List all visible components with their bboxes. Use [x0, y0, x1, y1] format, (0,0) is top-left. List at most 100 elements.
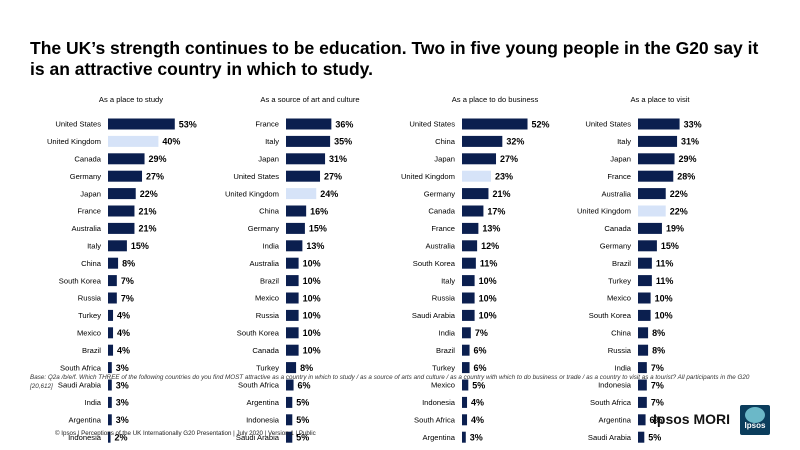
category-label: Russia: [78, 294, 102, 303]
page-title: The UK’s strength continues to be educat…: [30, 38, 759, 79]
value-label: 10%: [303, 276, 321, 286]
bar: [286, 170, 321, 182]
bar: [108, 205, 135, 217]
value-label: 4%: [117, 328, 130, 338]
category-label: Germany: [600, 242, 631, 251]
value-label: 10%: [479, 276, 497, 286]
bar-highlight: [462, 170, 491, 182]
value-label: 35%: [334, 137, 352, 147]
value-label: 27%: [146, 172, 164, 182]
value-label: 29%: [149, 154, 167, 164]
category-label: South Africa: [590, 398, 632, 407]
category-label: Australia: [71, 224, 101, 233]
panel-title: As a place to visit: [630, 95, 690, 104]
bar-highlight: [286, 188, 317, 200]
category-label: Mexico: [255, 294, 279, 303]
value-label: 10%: [303, 259, 321, 269]
value-label: 10%: [655, 311, 673, 321]
bar: [108, 309, 114, 321]
category-label: United Kingdom: [577, 207, 631, 216]
value-label: 29%: [679, 154, 697, 164]
value-label: 22%: [670, 206, 688, 216]
value-label: 3%: [470, 433, 483, 443]
value-label: 53%: [179, 119, 197, 129]
bar: [638, 309, 651, 321]
bar: [638, 135, 678, 147]
bar: [286, 362, 297, 374]
category-label: Indonesia: [68, 433, 102, 442]
category-label: Russia: [256, 311, 280, 320]
category-label: Mexico: [431, 381, 455, 390]
value-label: 4%: [471, 415, 484, 425]
category-label: South Africa: [238, 381, 280, 390]
category-label: Brazil: [260, 276, 279, 285]
category-label: Germany: [248, 224, 279, 233]
value-label: 6%: [650, 415, 663, 425]
value-label: 10%: [655, 293, 673, 303]
bar: [286, 396, 293, 408]
bar: [462, 379, 469, 391]
bar: [462, 118, 528, 130]
category-label: Russia: [608, 346, 632, 355]
bar: [286, 431, 293, 443]
category-label: Argentina: [422, 433, 455, 442]
bar: [638, 414, 646, 426]
category-label: Italy: [617, 137, 631, 146]
bar: [638, 327, 649, 339]
panel-title: As a source of art and culture: [260, 95, 359, 104]
bar: [108, 431, 111, 443]
category-label: Japan: [434, 155, 455, 164]
bar: [638, 396, 647, 408]
category-label: United Kingdom: [401, 172, 455, 181]
bar: [462, 344, 470, 356]
bar: [638, 153, 675, 165]
bar: [286, 327, 299, 339]
category-label: Canada: [74, 155, 101, 164]
value-label: 11%: [656, 276, 674, 286]
category-label: Australia: [425, 242, 455, 251]
category-label: Saudi Arabia: [412, 311, 456, 320]
value-label: 13%: [306, 241, 324, 251]
bar: [462, 240, 478, 252]
category-label: South Korea: [589, 311, 632, 320]
category-label: Turkey: [78, 311, 101, 320]
value-label: 32%: [506, 137, 524, 147]
bar: [462, 222, 479, 234]
bar: [462, 153, 497, 165]
category-label: Indonesia: [598, 381, 632, 390]
value-label: 10%: [479, 293, 497, 303]
bar: [462, 431, 466, 443]
bar: [286, 379, 294, 391]
bar: [638, 188, 666, 200]
bar: [638, 118, 680, 130]
bar: [638, 240, 657, 252]
category-label: China: [435, 137, 456, 146]
value-label: 22%: [670, 189, 688, 199]
category-label: Canada: [428, 207, 455, 216]
bar: [108, 153, 145, 165]
value-label: 23%: [495, 172, 513, 182]
value-label: 11%: [480, 259, 498, 269]
bar: [108, 240, 127, 252]
category-label: Germany: [70, 172, 101, 181]
value-label: 27%: [500, 154, 518, 164]
category-label: United States: [55, 120, 101, 129]
value-label: 7%: [475, 328, 488, 338]
bar: [462, 362, 470, 374]
category-label: Australia: [601, 189, 631, 198]
category-label: France: [431, 224, 455, 233]
bar: [462, 309, 475, 321]
bar: [286, 292, 299, 304]
bar: [108, 188, 136, 200]
bar-highlight: [108, 135, 159, 147]
bar: [286, 205, 307, 217]
bar: [286, 135, 331, 147]
bar: [638, 170, 674, 182]
value-label: 7%: [121, 293, 134, 303]
bar: [108, 257, 119, 269]
bar: [108, 379, 112, 391]
value-label: 3%: [116, 398, 129, 408]
category-label: South Africa: [60, 363, 102, 372]
bar: [638, 431, 645, 443]
